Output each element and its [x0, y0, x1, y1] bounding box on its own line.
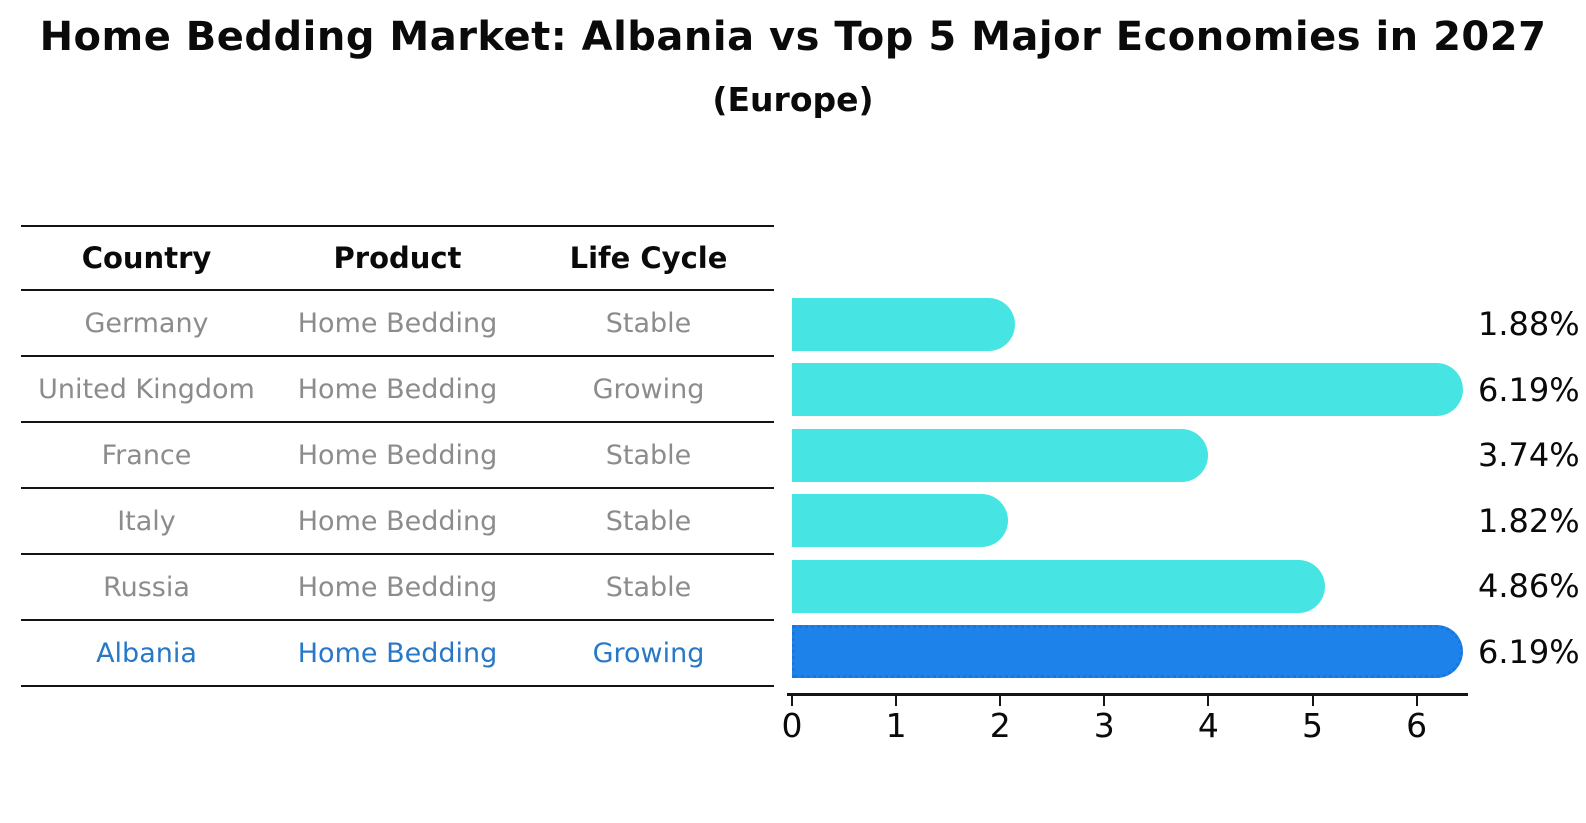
table-row: Italy Home Bedding Stable — [21, 489, 774, 555]
column-header-life-cycle: Life Cycle — [569, 241, 728, 275]
bar-albania-highlighted — [792, 625, 1464, 678]
x-axis-tick-label: 6 — [1406, 706, 1428, 745]
x-axis-tick-label: 2 — [989, 706, 1011, 745]
cell-life-cycle: Stable — [605, 505, 692, 537]
bar-russia — [792, 559, 1325, 613]
bar-germany — [792, 297, 1015, 351]
value-label: 3.74% — [1478, 436, 1580, 474]
x-axis-tick — [1103, 696, 1106, 706]
table-row: United Kingdom Home Bedding Growing — [21, 357, 774, 423]
x-axis-tick — [895, 696, 898, 706]
cell-life-cycle: Growing — [592, 637, 705, 669]
value-label: 6.19% — [1478, 632, 1580, 671]
bar-italy — [792, 494, 1009, 547]
x-axis-line — [787, 693, 1468, 696]
cell-product: Home Bedding — [297, 307, 498, 339]
x-axis-tick — [1207, 696, 1210, 706]
data-table: Country Product Life Cycle Germany Home … — [21, 225, 774, 687]
table-row-albania-highlighted: Albania Home Bedding Growing — [21, 621, 774, 687]
x-axis-tick — [1415, 696, 1418, 706]
value-label: 6.19% — [1478, 370, 1580, 409]
chart-subtitle: (Europe) — [712, 80, 874, 119]
cell-country: France — [101, 439, 192, 471]
cell-country: United Kingdom — [38, 373, 255, 405]
value-label: 4.86% — [1478, 567, 1580, 605]
table-row: Russia Home Bedding Stable — [21, 555, 774, 621]
cell-life-cycle: Growing — [592, 373, 705, 405]
x-axis-tick-label: 4 — [1197, 706, 1219, 745]
cell-country: Russia — [103, 571, 190, 603]
table-row: Germany Home Bedding Stable — [21, 291, 774, 357]
cell-product: Home Bedding — [297, 637, 498, 669]
cell-country: Germany — [84, 307, 209, 339]
column-header-country: Country — [81, 241, 212, 275]
bar-united-kingdom — [792, 363, 1464, 416]
x-axis-tick-label: 5 — [1302, 706, 1323, 745]
cell-product: Home Bedding — [297, 505, 498, 537]
cell-product: Home Bedding — [297, 571, 498, 603]
chart-title: Home Bedding Market: Albania vs Top 5 Ma… — [39, 14, 1547, 60]
cell-product: Home Bedding — [297, 439, 498, 471]
cell-country: Italy — [117, 505, 176, 537]
cell-country: Albania — [96, 637, 197, 669]
x-axis-tick-label: 0 — [781, 706, 803, 745]
value-label: 1.88% — [1478, 305, 1580, 343]
cell-life-cycle: Stable — [605, 571, 692, 603]
cell-life-cycle: Stable — [605, 439, 692, 471]
table-row: France Home Bedding Stable — [21, 423, 774, 489]
table-header-row: Country Product Life Cycle — [21, 227, 774, 291]
cell-life-cycle: Stable — [605, 307, 692, 339]
bar-france — [792, 428, 1209, 482]
value-label: 1.82% — [1478, 501, 1580, 540]
x-axis-tick — [791, 696, 793, 706]
x-axis-tick — [1311, 696, 1314, 706]
x-axis-tick — [999, 696, 1002, 706]
cell-product: Home Bedding — [297, 373, 498, 405]
column-header-product: Product — [333, 241, 462, 275]
x-axis-tick-label: 3 — [1093, 706, 1115, 745]
x-axis-tick-label: 1 — [885, 706, 907, 745]
